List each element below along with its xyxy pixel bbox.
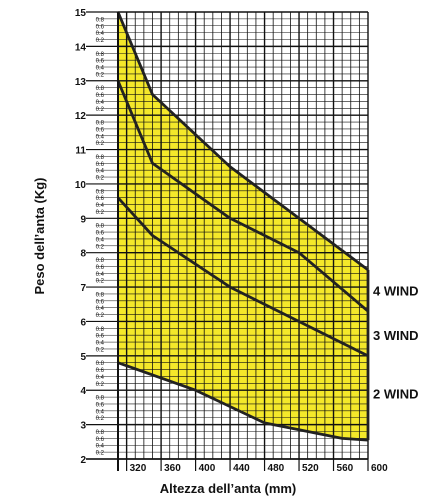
y-minor-tick-label: 0.4 bbox=[96, 409, 105, 415]
y-minor-tick-label: 0.4 bbox=[96, 237, 105, 243]
y-minor-tick-label: 0.6 bbox=[96, 162, 105, 168]
y-minor-tick-label: 0.8 bbox=[96, 155, 105, 161]
y-minor-tick-label: 0.2 bbox=[96, 176, 105, 182]
y-minor-tick-label: 0.8 bbox=[96, 17, 105, 23]
y-minor-tick-label: 0.8 bbox=[96, 430, 105, 436]
y-minor-tick-label: 0.4 bbox=[96, 444, 105, 450]
y-minor-tick-label: 0.6 bbox=[96, 368, 105, 374]
y-minor-tick-label: 0.6 bbox=[96, 127, 105, 133]
y-minor-tick-label: 0.2 bbox=[96, 313, 105, 319]
y-minor-tick-label: 0.8 bbox=[96, 292, 105, 298]
y-minor-tick-label: 0.8 bbox=[96, 52, 105, 58]
y-minor-tick-label: 0.2 bbox=[96, 451, 105, 457]
y-tick-label: 10 bbox=[75, 180, 87, 191]
y-minor-tick-label: 0.4 bbox=[96, 66, 105, 72]
y-minor-tick-label: 0.4 bbox=[96, 306, 105, 312]
series-line-2 bbox=[116, 80, 369, 313]
y-minor-tick-label: 0.6 bbox=[96, 265, 105, 271]
y-minor-tick-label: 0.4 bbox=[96, 203, 105, 209]
y-minor-tick-label: 0.6 bbox=[96, 93, 105, 99]
series-layer bbox=[116, 11, 370, 442]
y-tick-label: 6 bbox=[80, 317, 86, 328]
y-minor-tick-label: 0.6 bbox=[96, 231, 105, 237]
x-tick-label: 520 bbox=[302, 463, 319, 474]
y-minor-tick-label: 0.6 bbox=[96, 334, 105, 340]
y-minor-tick-label: 0.8 bbox=[96, 86, 105, 92]
y-minor-tick-label: 0.8 bbox=[96, 189, 105, 195]
y-tick-label: 15 bbox=[75, 8, 87, 19]
x-axis-title: Altezza dell’anta (mm) bbox=[160, 481, 297, 496]
region-label: 4 WIND bbox=[373, 284, 419, 299]
y-minor-tick-label: 0.2 bbox=[96, 279, 105, 285]
y-axis-title: Peso dell’anta (Kg) bbox=[32, 177, 47, 294]
y-tick-label: 3 bbox=[80, 421, 86, 432]
y-minor-tick-label: 0.6 bbox=[96, 299, 105, 305]
y-minor-tick-label: 0.2 bbox=[96, 141, 105, 147]
x-tick-label: 400 bbox=[199, 463, 216, 474]
y-minor-tick-label: 0.6 bbox=[96, 437, 105, 443]
y-minor-tick-label: 0.4 bbox=[96, 134, 105, 140]
region-label: 2 WIND bbox=[373, 387, 419, 402]
y-minor-tick-label: 0.4 bbox=[96, 272, 105, 278]
y-tick-label: 4 bbox=[80, 386, 86, 397]
x-tick-label: 560 bbox=[337, 463, 354, 474]
y-tick-label: 8 bbox=[80, 249, 86, 260]
y-minor-tick-label: 0.2 bbox=[96, 347, 105, 353]
y-tick-label: 13 bbox=[75, 77, 87, 88]
y-tick-label: 2 bbox=[80, 455, 86, 466]
y-minor-tick-label: 0.8 bbox=[96, 224, 105, 230]
y-minor-tick-label: 0.8 bbox=[96, 396, 105, 402]
y-tick-label: 7 bbox=[80, 283, 86, 294]
x-tick-label: 600 bbox=[371, 463, 388, 474]
y-minor-tick-label: 0.8 bbox=[96, 327, 105, 333]
y-minor-tick-label: 0.6 bbox=[96, 24, 105, 30]
y-minor-tick-label: 0.4 bbox=[96, 169, 105, 175]
y-minor-tick-label: 0.8 bbox=[96, 258, 105, 264]
x-tick-label: 320 bbox=[130, 463, 147, 474]
y-tick-label: 14 bbox=[75, 42, 87, 53]
x-tick-label: 440 bbox=[233, 463, 250, 474]
x-tick-label: 360 bbox=[164, 463, 181, 474]
y-minor-tick-label: 0.2 bbox=[96, 244, 105, 250]
y-minor-tick-label: 0.6 bbox=[96, 59, 105, 65]
x-tick-label: 480 bbox=[268, 463, 285, 474]
y-minor-tick-label: 0.2 bbox=[96, 210, 105, 216]
label-layer: 4 WIND 3 WIND 2 WIND bbox=[373, 284, 419, 402]
y-minor-tick-label: 0.2 bbox=[96, 416, 105, 422]
y-minor-tick-label: 0.4 bbox=[96, 341, 105, 347]
y-minor-tick-label: 0.2 bbox=[96, 72, 105, 78]
y-minor-tick-label: 0.4 bbox=[96, 31, 105, 37]
y-tick-label: 12 bbox=[75, 111, 87, 122]
y-minor-tick-label: 0.6 bbox=[96, 196, 105, 202]
y-minor-tick-label: 0.4 bbox=[96, 375, 105, 381]
y-tick-label: 9 bbox=[80, 214, 86, 225]
y-tick-label: 5 bbox=[80, 352, 86, 363]
y-minor-tick-label: 0.2 bbox=[96, 107, 105, 113]
y-minor-tick-label: 0.4 bbox=[96, 100, 105, 106]
y-minor-tick-label: 0.2 bbox=[96, 38, 105, 44]
series-line-3 bbox=[116, 196, 369, 358]
series-line-4 bbox=[117, 361, 369, 442]
y-minor-tick-label: 0.8 bbox=[96, 121, 105, 127]
y-minor-tick-label: 0.8 bbox=[96, 361, 105, 367]
y-minor-tick-label: 0.6 bbox=[96, 402, 105, 408]
region-label: 3 WIND bbox=[373, 328, 419, 343]
series-line-1 bbox=[116, 11, 369, 272]
axis-layer: 20.20.40.60.830.20.40.60.840.20.40.60.85… bbox=[75, 8, 388, 474]
y-minor-tick-label: 0.2 bbox=[96, 382, 105, 388]
y-tick-label: 11 bbox=[75, 146, 86, 157]
